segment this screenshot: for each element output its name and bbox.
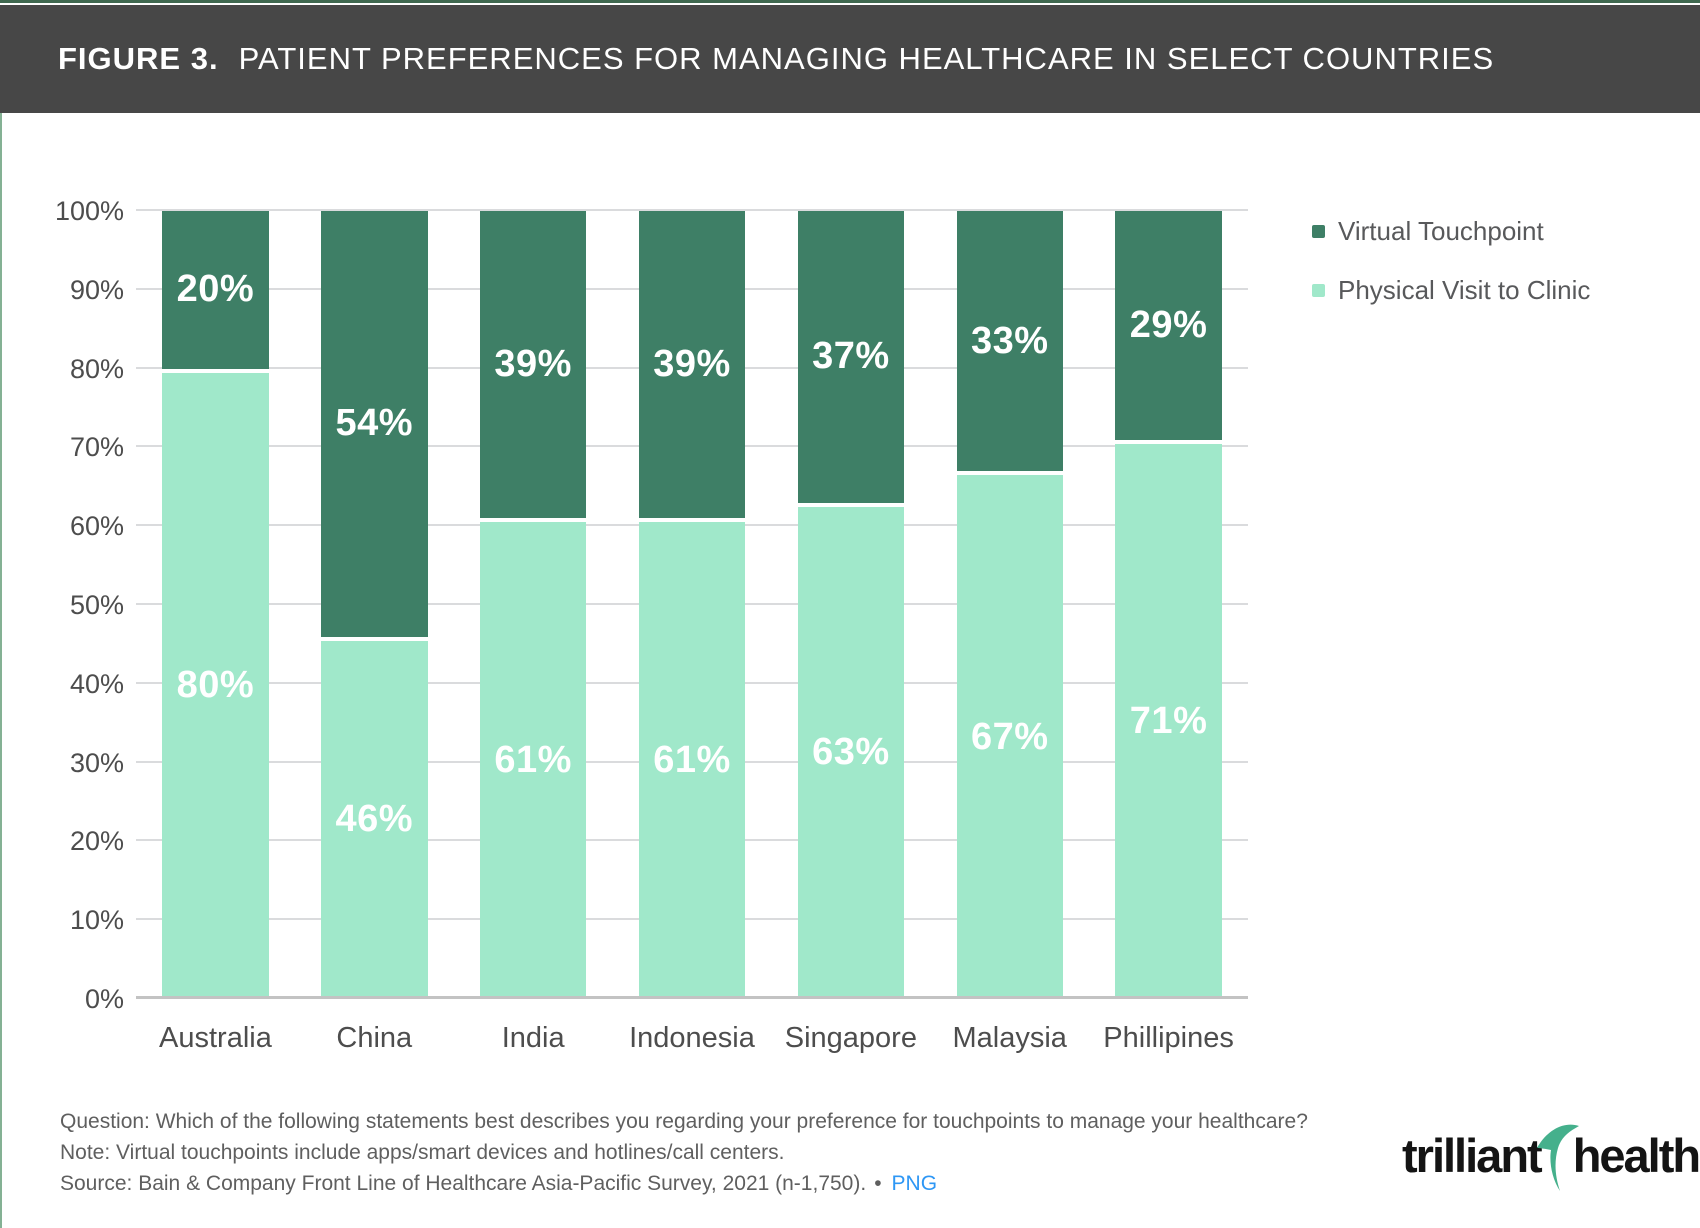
stacked-bar-indonesia: 39% 61%: [638, 211, 746, 999]
bar-column-india: 39% 61%: [454, 211, 613, 999]
value-label: 46%: [335, 798, 414, 841]
figure-title: PATIENT PREFERENCES FOR MANAGING HEALTHC…: [238, 41, 1495, 76]
bar-column-phillipines: 29% 71%: [1089, 211, 1248, 999]
bar-segment-indonesia-physical[interactable]: 61%: [638, 518, 746, 999]
x-label-phillipines: Phillipines: [1103, 1022, 1234, 1054]
bar-column-singapore: 37% 63%: [771, 211, 930, 999]
y-tick-label-70: 70%: [69, 432, 124, 463]
y-tick-label-10: 10%: [69, 905, 124, 936]
bar-segment-phillipines-virtual[interactable]: 29%: [1115, 211, 1222, 440]
bar-segment-indonesia-virtual[interactable]: 39%: [638, 211, 746, 519]
bullet-separator: •: [874, 1172, 882, 1195]
figure-number-label: FIGURE 3.: [58, 41, 219, 76]
stacked-bar-india: 39% 61%: [479, 211, 587, 999]
trilliant-health-logo: trilliant health: [1402, 1124, 1700, 1194]
value-label: 29%: [1129, 303, 1208, 346]
y-tick-label-0: 0%: [84, 984, 124, 1014]
y-tick-label-100: 100%: [54, 196, 124, 226]
x-label-australia: Australia: [159, 1022, 272, 1054]
chart-legend: Virtual Touchpoint Physical Visit to Cli…: [1312, 216, 1590, 334]
value-label: 39%: [653, 343, 731, 386]
y-tick-label-60: 60%: [69, 511, 124, 542]
legend-item-physical-visit[interactable]: Physical Visit to Clinic: [1312, 275, 1590, 306]
figure-header: FIGURE 3. PATIENT PREFERENCES FOR MANAGI…: [0, 5, 1700, 113]
bar-segment-china-virtual[interactable]: 54%: [321, 211, 428, 637]
legend-swatch-light-green: [1312, 284, 1325, 297]
bar-column-china: 54% 46%: [295, 211, 454, 999]
value-label: 33%: [970, 319, 1049, 362]
logo-word-trilliant: trilliant: [1402, 1129, 1543, 1182]
left-accent-line: [0, 113, 2, 1228]
bar-column-australia: 20% 80%: [136, 211, 295, 999]
value-label: 61%: [653, 739, 731, 782]
bar-segment-singapore-physical[interactable]: 63%: [797, 502, 905, 999]
legend-label: Virtual Touchpoint: [1338, 216, 1544, 246]
top-accent-line: [0, 0, 1700, 3]
legend-swatch-dark-green: [1312, 225, 1325, 238]
stacked-bar-australia: 20% 80%: [162, 211, 269, 999]
value-label: 71%: [1129, 699, 1208, 742]
value-label: 61%: [494, 739, 572, 782]
bar-segment-india-physical[interactable]: 61%: [479, 518, 587, 999]
x-label-malaysia: Malaysia: [952, 1022, 1067, 1054]
bar-columns: 20% 80% 54% 46% 39% 61% 39% 61% 37% 63% 33% 67% 29% 7…: [136, 211, 1248, 999]
value-label: 80%: [176, 664, 255, 707]
value-label: 39%: [494, 343, 572, 386]
value-label: 67%: [970, 715, 1049, 758]
bar-segment-singapore-virtual[interactable]: 37%: [797, 211, 905, 503]
stacked-bar-china: 54% 46%: [321, 211, 428, 999]
y-tick-label-80: 80%: [69, 353, 124, 384]
footnote-source: Source: Bain & Company Front Line of Hea…: [60, 1172, 867, 1195]
footnote-note: Note: Virtual touchpoints include apps/s…: [60, 1141, 785, 1164]
y-tick-label-30: 30%: [69, 747, 124, 778]
y-tick-label-50: 50%: [69, 590, 124, 620]
bar-segment-india-virtual[interactable]: 39%: [479, 211, 587, 519]
bar-segment-phillipines-physical[interactable]: 71%: [1115, 439, 1222, 999]
value-label: 63%: [812, 731, 890, 774]
value-label: 37%: [812, 335, 890, 378]
value-label: 20%: [176, 268, 255, 311]
x-axis-category-labels: Australia China India Indonesia Singapore Mal…: [136, 1022, 1248, 1055]
x-label-china: China: [336, 1022, 413, 1054]
footnotes: Question: Which of the following stateme…: [60, 1106, 1308, 1199]
gridline-100: [136, 209, 1248, 211]
logo-word-health: health: [1572, 1129, 1700, 1182]
bar-segment-malaysia-physical[interactable]: 67%: [956, 471, 1063, 999]
gridline-0: [136, 996, 1248, 999]
png-download-link[interactable]: PNG: [891, 1172, 938, 1195]
bar-column-indonesia: 39% 61%: [613, 211, 772, 999]
x-label-india: India: [501, 1022, 565, 1054]
x-label-indonesia: Indonesia: [629, 1022, 755, 1054]
footnote-source-line: Source: Bain & Company Front Line of Hea…: [60, 1168, 1308, 1199]
bar-segment-australia-virtual[interactable]: 20%: [162, 211, 269, 369]
y-tick-label-90: 90%: [69, 274, 124, 305]
bar-segment-australia-physical[interactable]: 80%: [162, 368, 269, 999]
stacked-bar-malaysia: 33% 67%: [956, 211, 1063, 999]
chart-plot-area: 20% 80% 54% 46% 39% 61% 39% 61% 37% 63% 33% 67% 29% 7…: [136, 209, 1248, 999]
y-tick-label-20: 20%: [69, 826, 124, 857]
stacked-bar-singapore: 37% 63%: [797, 211, 905, 999]
bar-column-malaysia: 33% 67%: [930, 211, 1089, 999]
y-tick-label-40: 40%: [69, 668, 124, 699]
x-label-singapore: Singapore: [784, 1022, 917, 1054]
stacked-bar-phillipines: 29% 71%: [1115, 211, 1222, 999]
footnote-question: Question: Which of the following stateme…: [60, 1110, 1308, 1133]
bar-segment-china-physical[interactable]: 46%: [321, 636, 428, 999]
legend-label: Physical Visit to Clinic: [1338, 275, 1591, 305]
legend-item-virtual-touchpoint[interactable]: Virtual Touchpoint: [1312, 216, 1590, 247]
value-label: 54%: [335, 402, 414, 445]
logo-swoosh-icon: [1536, 1124, 1579, 1191]
bar-segment-malaysia-virtual[interactable]: 33%: [956, 211, 1063, 472]
